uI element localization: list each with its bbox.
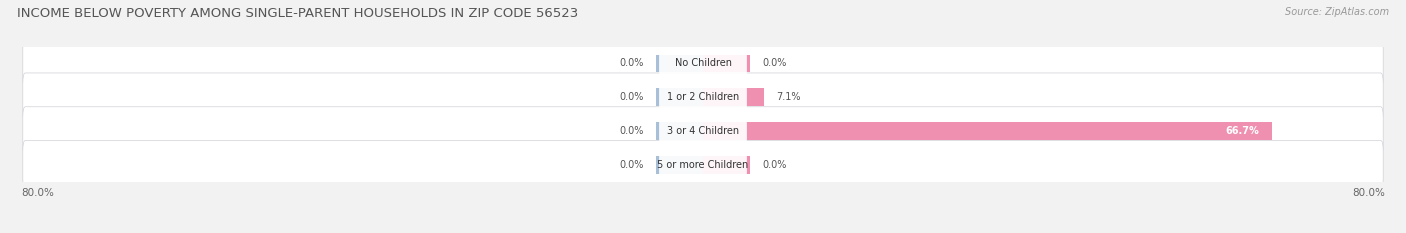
Bar	[657, 89, 703, 106]
Text: 5 or more Children: 5 or more Children	[658, 160, 748, 170]
Text: 0.0%: 0.0%	[762, 160, 787, 170]
Bar	[703, 122, 1271, 140]
Text: 0.0%: 0.0%	[619, 160, 644, 170]
Bar	[703, 55, 749, 72]
FancyBboxPatch shape	[22, 140, 1384, 189]
Text: Source: ZipAtlas.com: Source: ZipAtlas.com	[1285, 7, 1389, 17]
Bar	[657, 156, 703, 174]
Text: 0.0%: 0.0%	[619, 58, 644, 69]
Text: 7.1%: 7.1%	[776, 92, 801, 102]
Text: 3 or 4 Children: 3 or 4 Children	[666, 126, 740, 136]
Text: No Children: No Children	[675, 58, 731, 69]
Legend: Single Father, Single Mother: Single Father, Single Mother	[609, 229, 797, 233]
Bar	[657, 122, 703, 140]
FancyBboxPatch shape	[22, 39, 1384, 88]
Text: INCOME BELOW POVERTY AMONG SINGLE-PARENT HOUSEHOLDS IN ZIP CODE 56523: INCOME BELOW POVERTY AMONG SINGLE-PARENT…	[17, 7, 578, 20]
Bar	[703, 156, 749, 174]
FancyBboxPatch shape	[22, 73, 1384, 122]
Text: 0.0%: 0.0%	[619, 126, 644, 136]
FancyBboxPatch shape	[22, 107, 1384, 155]
Text: 80.0%: 80.0%	[1353, 188, 1385, 198]
FancyBboxPatch shape	[659, 85, 747, 110]
Text: 80.0%: 80.0%	[21, 188, 53, 198]
Bar	[703, 89, 763, 106]
Text: 0.0%: 0.0%	[619, 92, 644, 102]
Text: 1 or 2 Children: 1 or 2 Children	[666, 92, 740, 102]
Text: 0.0%: 0.0%	[762, 58, 787, 69]
FancyBboxPatch shape	[659, 119, 747, 144]
FancyBboxPatch shape	[659, 51, 747, 76]
FancyBboxPatch shape	[659, 152, 747, 177]
Bar	[657, 55, 703, 72]
Text: 66.7%: 66.7%	[1225, 126, 1258, 136]
